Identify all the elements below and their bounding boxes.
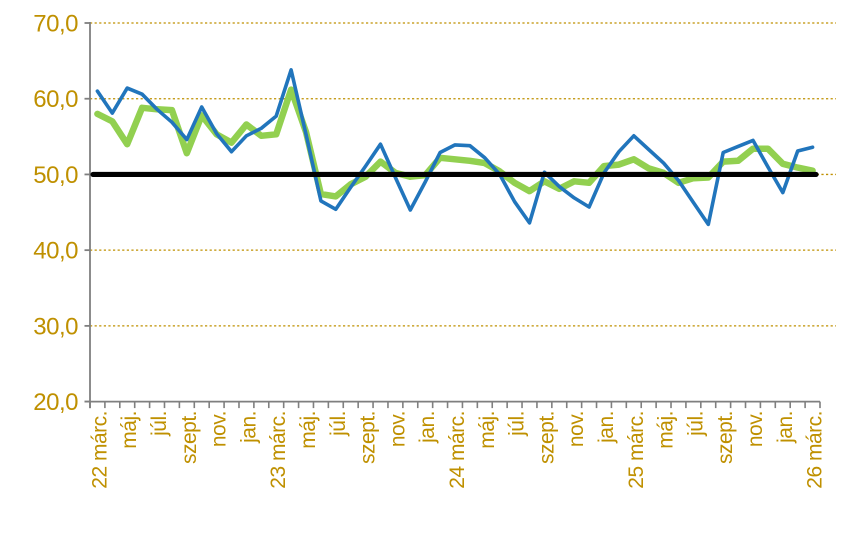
x-axis-label: 25 márc.	[625, 411, 648, 489]
x-axis-label: jan.	[774, 411, 797, 444]
x-axis-label: nov.	[208, 411, 231, 447]
y-axis-label: 40,0	[33, 238, 78, 265]
y-axis-label: 30,0	[33, 313, 78, 340]
x-axis-label: szept.	[535, 411, 558, 464]
x-axis-label: jan.	[237, 411, 260, 444]
y-axis-label: 60,0	[33, 86, 78, 113]
y-axis-label: 70,0	[33, 11, 78, 38]
y-axis-label: 20,0	[33, 389, 78, 416]
y-axis-label: 50,0	[33, 162, 78, 189]
green-series-line	[94, 86, 816, 200]
x-axis-label: jan.	[416, 411, 439, 444]
x-axis-label: 22 márc.	[88, 411, 111, 489]
x-axis-label: nov.	[565, 411, 588, 447]
x-axis-label: máj.	[655, 411, 678, 449]
x-axis-label: júl.	[506, 411, 529, 437]
x-axis-label: máj.	[476, 411, 499, 449]
x-axis-label: nov.	[744, 411, 767, 447]
x-axis-label: szept.	[714, 411, 737, 464]
blue-series-line	[95, 68, 815, 227]
x-axis-label: 24 márc.	[446, 411, 469, 489]
x-axis-label: 26 márc.	[804, 411, 827, 489]
x-axis-label: júl.	[148, 411, 171, 437]
x-axis-label: máj.	[297, 411, 320, 449]
x-axis-label: 23 márc.	[267, 411, 290, 489]
x-axis-label: nov.	[386, 411, 409, 447]
x-axis-label: szept.	[178, 411, 201, 464]
x-axis-label: szept.	[357, 411, 380, 464]
x-axis-label: máj.	[118, 411, 141, 449]
x-axis-label: jan.	[595, 411, 618, 444]
x-axis-label: júl.	[684, 411, 707, 437]
x-axis-label: júl.	[327, 411, 350, 437]
